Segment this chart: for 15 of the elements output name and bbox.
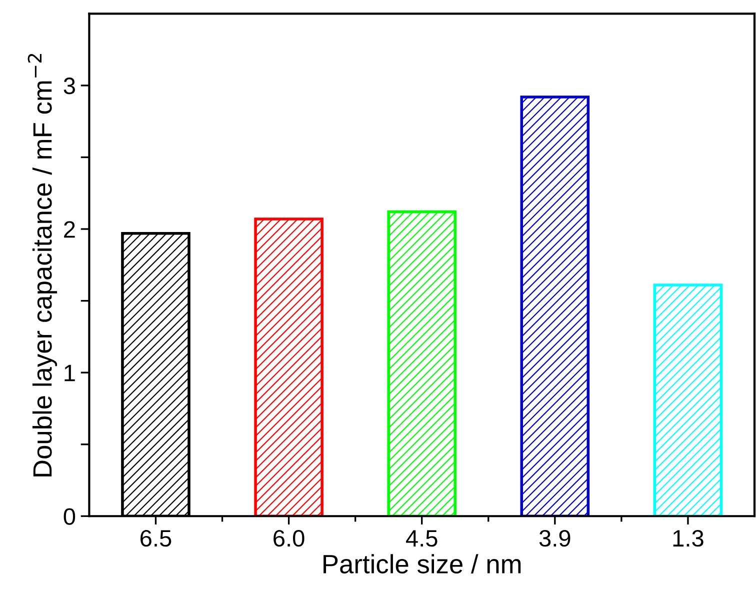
x-tick-label: 1.3 bbox=[673, 530, 704, 547]
bar bbox=[520, 96, 590, 516]
x-axis-title: Particle size / nm bbox=[324, 554, 521, 574]
x-tick-label: 6.5 bbox=[140, 530, 172, 547]
x-tick-label: 3.9 bbox=[539, 530, 570, 547]
bar bbox=[254, 218, 324, 516]
y-tick-label: 2 bbox=[64, 221, 75, 238]
y-tick-label: 0 bbox=[64, 508, 76, 525]
y-tick-label: 3 bbox=[64, 78, 75, 94]
bar bbox=[653, 284, 723, 516]
bar bbox=[387, 210, 456, 516]
y-tick-label: 1 bbox=[64, 364, 75, 382]
y-axis-title: Double layer capacitance / mF cm$^{−2}$ bbox=[28, 54, 58, 476]
x-tick-label: 6.0 bbox=[274, 530, 304, 547]
x-tick-label: 4.5 bbox=[406, 530, 438, 547]
